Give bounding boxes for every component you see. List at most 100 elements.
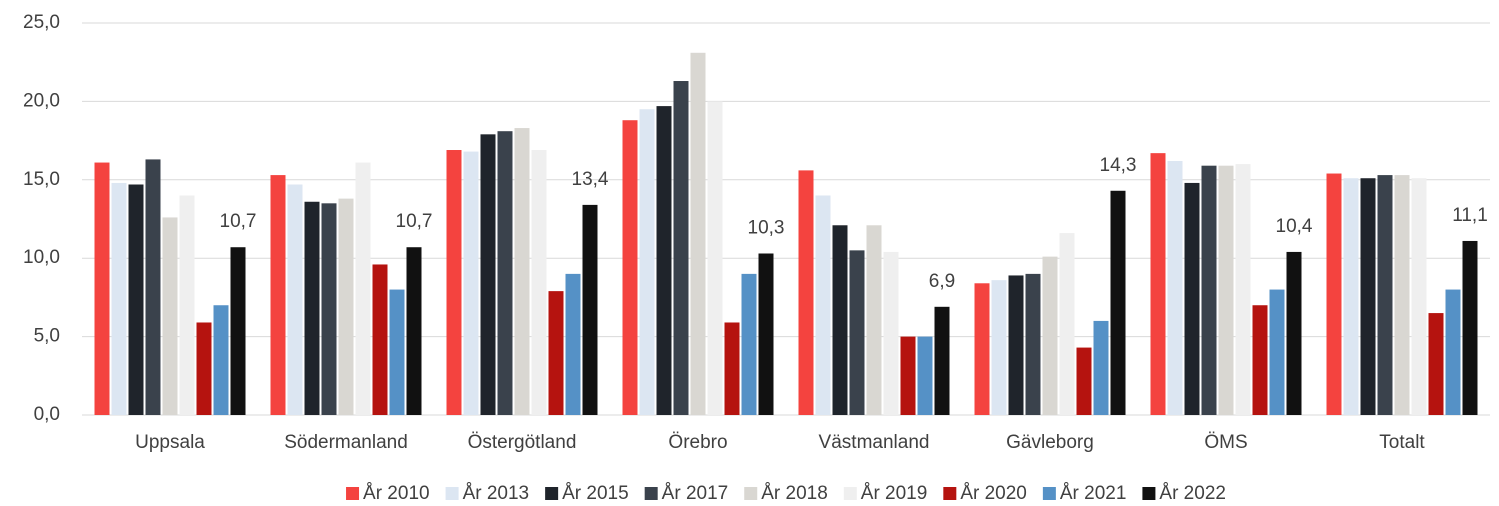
bar [338,198,354,415]
bar [111,182,127,415]
x-tick-label: Örebro [668,432,727,453]
bar [849,250,865,415]
bar [1201,165,1217,415]
legend-label: År 2018 [761,483,828,504]
bar [287,184,303,415]
legend-swatch [644,487,658,500]
legend-swatch [445,487,459,500]
legend-label: År 2015 [562,483,629,504]
bar [1360,178,1376,415]
legend-label: År 2010 [363,483,430,504]
bar [565,273,581,415]
bar [798,170,814,415]
data-label: 10,4 [1276,216,1313,237]
bar [1167,160,1183,415]
x-tick-label: ÖMS [1204,432,1247,453]
data-label: 10,7 [220,211,257,232]
bar [991,280,1007,415]
bar [213,305,229,415]
bar [179,195,195,415]
bar [707,101,723,416]
bar [196,322,212,415]
bar [128,184,144,415]
bar [758,253,774,415]
bar [1326,173,1342,415]
legend-swatch [545,487,559,500]
bar [531,150,547,415]
bar [304,201,320,415]
x-tick-label: Uppsala [135,432,205,453]
bar [1110,190,1126,415]
bar [1343,178,1359,415]
x-tick-label: Södermanland [284,432,408,453]
legend-swatch [346,487,360,500]
bar [1235,164,1251,415]
bar [582,204,598,415]
bar [145,159,161,415]
bar [514,128,530,415]
bar [230,247,246,415]
legend-swatch [843,487,857,500]
bar [406,247,422,415]
bar [622,120,638,415]
bar [355,162,371,415]
y-tick-label: 20,0 [23,90,60,111]
bar [1150,153,1166,416]
bar [974,283,990,415]
bar [1008,275,1024,415]
bar [446,150,462,415]
bar [1394,175,1410,415]
bar [724,322,740,415]
x-tick-label: Östergötland [468,432,577,453]
bar [463,151,479,416]
bar [1252,305,1268,415]
bar [1042,256,1058,415]
bar [815,195,831,415]
bar [741,273,757,415]
x-tick-label: Gävleborg [1006,432,1094,453]
bar [1445,289,1461,415]
legend-swatch [744,487,758,500]
bar [1059,233,1075,415]
bar [656,106,672,415]
bar [270,175,286,415]
data-label: 6,9 [929,271,955,292]
legend-swatch [1142,487,1156,500]
bar [1377,175,1393,415]
bar [162,217,178,415]
data-label: 11,1 [1452,205,1488,226]
legend-label: År 2020 [960,483,1027,504]
bar [372,264,388,415]
x-tick-label: Totalt [1379,432,1425,453]
data-label: 10,7 [396,211,433,232]
bar [1093,320,1109,415]
bar [639,109,655,416]
bar [1428,313,1444,415]
y-tick-label: 0,0 [34,404,60,425]
y-tick-label: 15,0 [23,169,60,190]
bar [321,203,337,415]
data-label: 10,3 [748,218,785,239]
bar [1269,289,1285,415]
bar [1076,347,1092,415]
legend-label: År 2017 [662,483,729,504]
bar [1184,182,1200,415]
bar [389,289,405,415]
legend-label: År 2019 [861,483,928,504]
legend-label: År 2021 [1060,483,1127,504]
bar [1025,273,1041,415]
bar [94,162,110,415]
bar [832,225,848,415]
bar [900,336,916,415]
bar [866,225,882,415]
legend-swatch [943,487,957,500]
bar [480,134,496,415]
legend-label: År 2022 [1159,483,1226,504]
bar [883,251,899,415]
y-tick-label: 25,0 [23,12,60,33]
data-label: 13,4 [572,169,609,190]
data-label: 14,3 [1100,155,1137,176]
bar [548,291,564,415]
legend-label: År 2013 [463,483,530,504]
